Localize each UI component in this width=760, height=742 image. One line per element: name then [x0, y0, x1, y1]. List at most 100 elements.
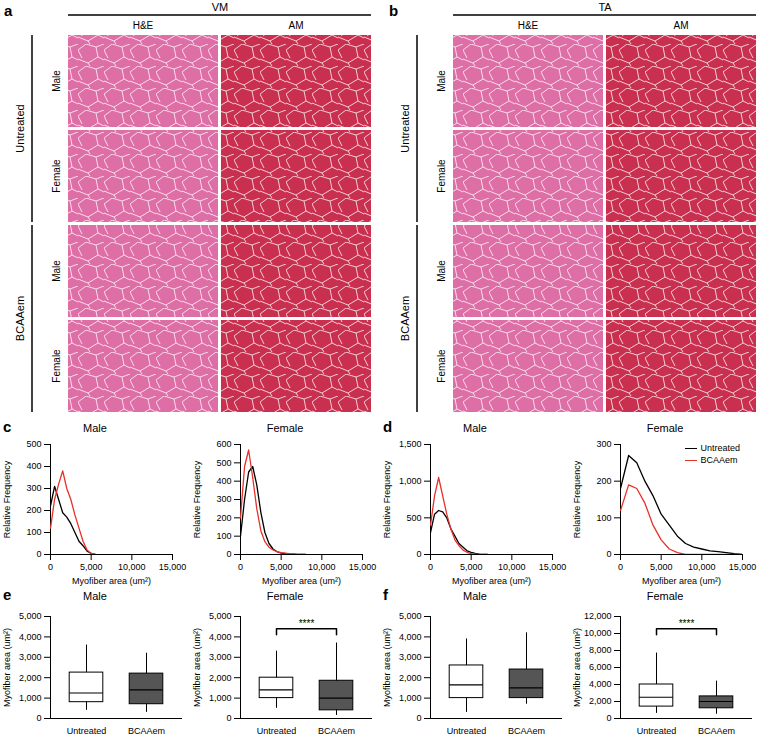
svg-text:300: 300 [596, 439, 611, 449]
svg-text:BCAAem: BCAAem [128, 726, 165, 736]
svg-text:0: 0 [606, 713, 611, 723]
svg-text:Relative Frequency: Relative Frequency [572, 460, 582, 538]
svg-text:H&E: H&E [518, 20, 539, 31]
svg-text:Male: Male [436, 260, 447, 282]
svg-text:BCAAem: BCAAem [698, 726, 735, 736]
svg-text:400: 400 [216, 476, 231, 486]
svg-text:100: 100 [26, 527, 41, 537]
svg-text:0: 0 [606, 549, 611, 559]
svg-text:500: 500 [406, 513, 421, 523]
svg-text:Untreated: Untreated [14, 104, 26, 152]
svg-text:0: 0 [416, 549, 421, 559]
svg-text:Female: Female [436, 349, 447, 383]
svg-text:4,000: 4,000 [209, 632, 232, 642]
svg-text:1,500: 1,500 [399, 439, 422, 449]
svg-text:5,000: 5,000 [650, 562, 673, 572]
svg-text:0: 0 [36, 549, 41, 559]
svg-text:6,000: 6,000 [589, 662, 612, 672]
svg-text:0: 0 [226, 549, 231, 559]
svg-text:300: 300 [26, 483, 41, 493]
svg-text:Myofiber area (um²): Myofiber area (um²) [262, 576, 341, 586]
svg-text:5,000: 5,000 [19, 611, 42, 621]
svg-text:0: 0 [428, 562, 433, 572]
svg-text:AM: AM [674, 20, 689, 31]
svg-text:5,000: 5,000 [80, 562, 103, 572]
svg-text:1,000: 1,000 [399, 693, 422, 703]
svg-text:****: **** [299, 618, 315, 629]
svg-text:TA: TA [598, 1, 612, 13]
svg-text:Male: Male [51, 260, 62, 282]
svg-text:5,000: 5,000 [270, 562, 293, 572]
svg-text:Relative Frequency: Relative Frequency [192, 460, 202, 538]
svg-text:Myofiber area (um²): Myofiber area (um²) [572, 628, 582, 707]
svg-text:200: 200 [216, 513, 231, 523]
svg-text:10,000: 10,000 [498, 562, 526, 572]
svg-text:0: 0 [618, 562, 623, 572]
svg-text:1,000: 1,000 [19, 693, 42, 703]
svg-text:Female: Female [51, 159, 62, 193]
svg-text:500: 500 [216, 458, 231, 468]
svg-text:Myofiber area (um²): Myofiber area (um²) [2, 628, 12, 707]
svg-text:Male: Male [436, 70, 447, 92]
svg-text:Myofiber area (um²): Myofiber area (um²) [642, 576, 721, 586]
svg-text:Untreated: Untreated [447, 726, 487, 736]
svg-text:5,000: 5,000 [209, 611, 232, 621]
svg-text:2,000: 2,000 [209, 673, 232, 683]
svg-text:5,000: 5,000 [399, 611, 422, 621]
svg-text:10,000: 10,000 [584, 628, 612, 638]
svg-text:a: a [4, 2, 13, 19]
svg-text:2,000: 2,000 [399, 673, 422, 683]
svg-text:****: **** [679, 618, 695, 629]
svg-text:Relative Frequency: Relative Frequency [2, 460, 12, 538]
svg-text:Untreated: Untreated [637, 726, 677, 736]
svg-text:5,000: 5,000 [460, 562, 483, 572]
svg-text:15,000: 15,000 [159, 562, 187, 572]
svg-text:BCAAem: BCAAem [318, 726, 355, 736]
svg-text:BCAAem: BCAAem [399, 296, 411, 341]
svg-text:2,000: 2,000 [19, 673, 42, 683]
svg-text:8,000: 8,000 [589, 645, 612, 655]
svg-text:BCAAem: BCAAem [14, 296, 26, 341]
svg-text:15,000: 15,000 [729, 562, 757, 572]
svg-text:10,000: 10,000 [308, 562, 336, 572]
svg-text:200: 200 [26, 505, 41, 515]
svg-text:Myofiber area (um²): Myofiber area (um²) [452, 576, 531, 586]
svg-text:12,000: 12,000 [584, 611, 612, 621]
svg-text:BCAAem: BCAAem [508, 726, 545, 736]
svg-text:4,000: 4,000 [19, 632, 42, 642]
svg-text:Myofiber area (um²): Myofiber area (um²) [382, 628, 392, 707]
svg-text:0: 0 [36, 713, 41, 723]
svg-text:Untreated: Untreated [399, 104, 411, 152]
svg-text:3,000: 3,000 [19, 652, 42, 662]
svg-text:Untreated: Untreated [257, 726, 297, 736]
svg-text:500: 500 [26, 439, 41, 449]
svg-text:Male: Male [51, 70, 62, 92]
svg-text:600: 600 [216, 439, 231, 449]
svg-text:3,000: 3,000 [399, 652, 422, 662]
svg-text:400: 400 [26, 461, 41, 471]
svg-text:H&E: H&E [133, 20, 154, 31]
svg-text:VM: VM [212, 1, 229, 13]
svg-text:200: 200 [596, 476, 611, 486]
svg-text:15,000: 15,000 [539, 562, 567, 572]
svg-text:Female: Female [436, 159, 447, 193]
svg-text:300: 300 [216, 494, 231, 504]
svg-text:100: 100 [216, 531, 231, 541]
svg-text:Untreated: Untreated [67, 726, 107, 736]
svg-text:10,000: 10,000 [688, 562, 716, 572]
svg-text:1,000: 1,000 [399, 476, 422, 486]
svg-text:10,000: 10,000 [118, 562, 146, 572]
svg-text:0: 0 [48, 562, 53, 572]
svg-text:4,000: 4,000 [399, 632, 422, 642]
svg-text:100: 100 [596, 513, 611, 523]
svg-text:Relative Frequency: Relative Frequency [382, 460, 392, 538]
svg-text:Myofiber area (um²): Myofiber area (um²) [72, 576, 151, 586]
svg-text:0: 0 [226, 713, 231, 723]
svg-text:4,000: 4,000 [589, 679, 612, 689]
svg-text:Myofiber area (um²): Myofiber area (um²) [192, 628, 202, 707]
svg-text:0: 0 [416, 713, 421, 723]
svg-text:1,000: 1,000 [209, 693, 232, 703]
svg-text:AM: AM [289, 20, 304, 31]
svg-text:b: b [389, 2, 398, 19]
svg-text:Female: Female [51, 349, 62, 383]
